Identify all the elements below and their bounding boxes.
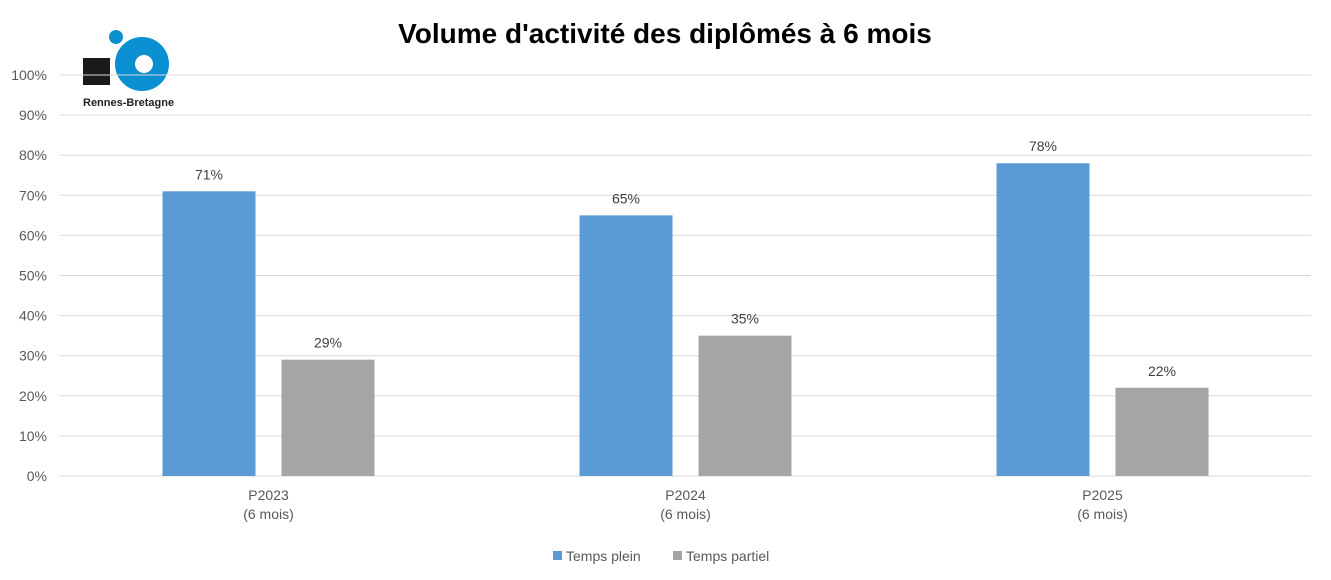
bar-temps-partiel bbox=[698, 335, 792, 476]
data-label: 78% bbox=[1029, 138, 1057, 154]
logo-text: Rennes-Bretagne bbox=[83, 97, 174, 109]
y-tick-label: 40% bbox=[19, 308, 47, 324]
data-label: 22% bbox=[1148, 363, 1176, 379]
chart-title: Volume d'activité des diplômés à 6 mois bbox=[398, 18, 932, 49]
data-label: 29% bbox=[314, 335, 342, 351]
logo-ring-hole bbox=[135, 55, 153, 73]
legend-label: Temps partiel bbox=[686, 548, 769, 564]
logo: Rennes-Bretagne bbox=[83, 30, 174, 109]
data-label: 71% bbox=[195, 166, 223, 182]
x-tick-label: (6 mois) bbox=[1077, 506, 1128, 522]
y-tick-label: 0% bbox=[27, 468, 47, 484]
bar-temps-plein bbox=[579, 215, 673, 476]
legend-swatch bbox=[673, 551, 682, 560]
logo-dot bbox=[109, 30, 123, 44]
y-tick-label: 70% bbox=[19, 187, 47, 203]
y-tick-label: 30% bbox=[19, 348, 47, 364]
bar-temps-plein bbox=[996, 163, 1090, 476]
data-label: 65% bbox=[612, 190, 640, 206]
y-tick-label: 90% bbox=[19, 107, 47, 123]
y-tick-label: 100% bbox=[11, 67, 47, 83]
x-tick-label: P2024 bbox=[665, 487, 706, 503]
data-label: 35% bbox=[731, 311, 759, 327]
y-tick-label: 50% bbox=[19, 268, 47, 284]
legend-swatch bbox=[553, 551, 562, 560]
y-tick-label: 20% bbox=[19, 388, 47, 404]
y-tick-label: 80% bbox=[19, 147, 47, 163]
logo-square bbox=[83, 58, 110, 85]
bar-temps-plein bbox=[162, 191, 256, 477]
x-tick-label: P2025 bbox=[1082, 487, 1123, 503]
bar-temps-partiel bbox=[1115, 387, 1209, 476]
bar-temps-partiel bbox=[281, 359, 375, 476]
y-tick-label: 60% bbox=[19, 227, 47, 243]
x-tick-label: (6 mois) bbox=[243, 506, 294, 522]
legend-label: Temps plein bbox=[566, 548, 641, 564]
x-tick-label: P2023 bbox=[248, 487, 289, 503]
x-tick-label: (6 mois) bbox=[660, 506, 711, 522]
y-tick-label: 10% bbox=[19, 428, 47, 444]
